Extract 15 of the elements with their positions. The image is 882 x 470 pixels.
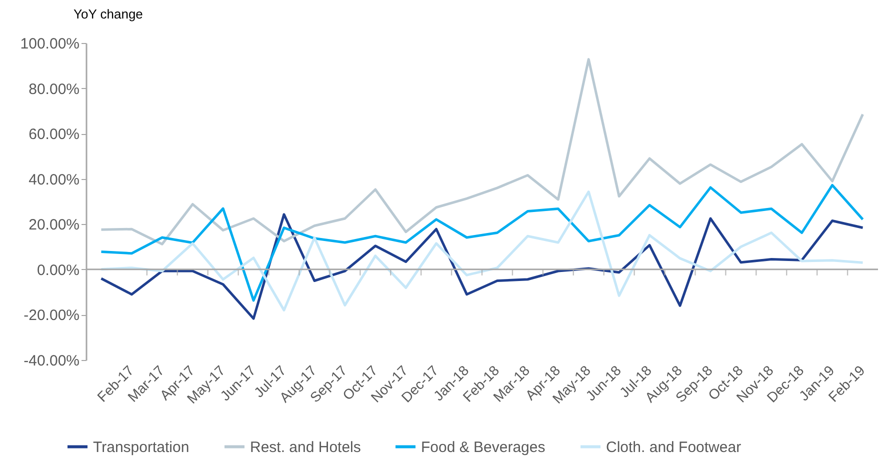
legend-label: Transportation	[93, 438, 190, 456]
y-tick-label: 60.00%	[28, 126, 80, 144]
line-series	[100, 58, 864, 246]
line-series	[100, 213, 864, 320]
y-tick-label: 40.00%	[28, 171, 80, 188]
y-tick-label: 80.00%	[28, 80, 80, 98]
y-tick-label: 0.00%	[36, 262, 80, 279]
y-axis-title: YoY change	[74, 6, 143, 22]
y-tick-label: -20.00%	[24, 307, 80, 324]
legend-label: Cloth. and Footwear	[606, 438, 742, 456]
y-tick-label: 100.00%	[20, 36, 80, 52]
y-tick-label: 20.00%	[28, 216, 80, 234]
legend-label: Food & Beverages	[421, 438, 546, 456]
legend-label: Rest. and Hotels	[250, 438, 361, 456]
y-tick-label: -40.00%	[24, 352, 80, 370]
